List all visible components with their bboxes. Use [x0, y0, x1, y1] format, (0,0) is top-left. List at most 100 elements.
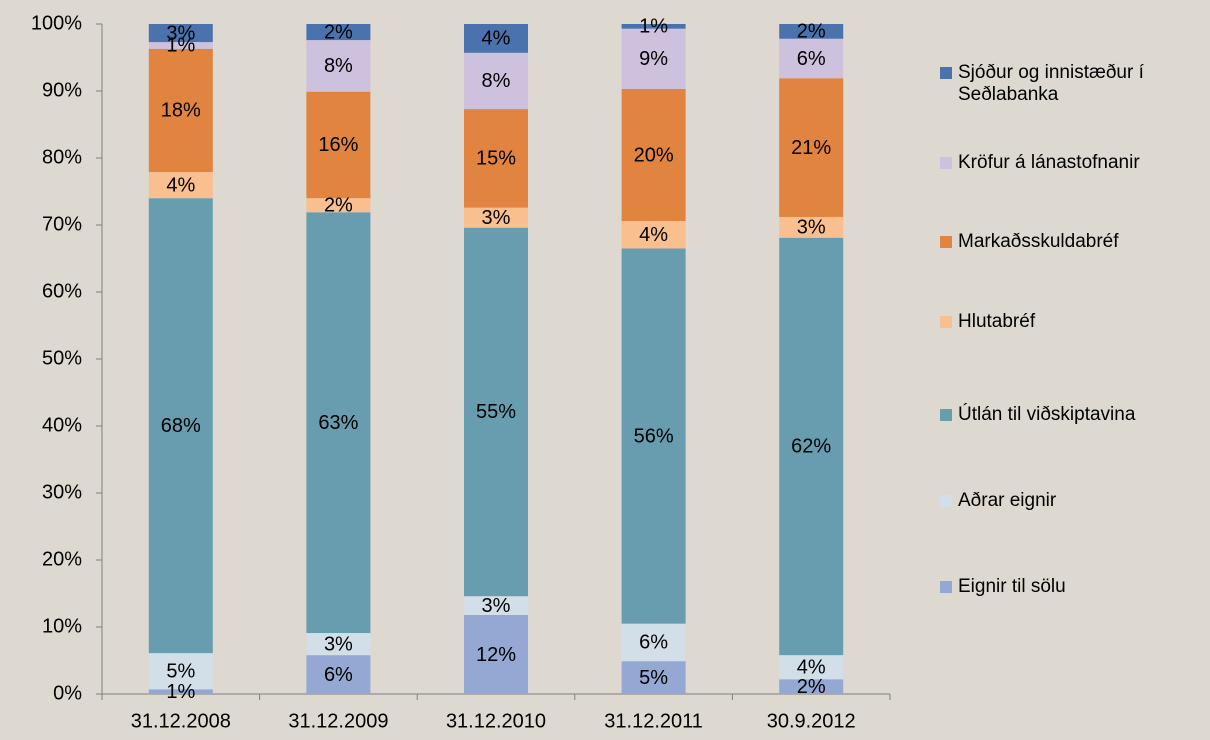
legend-label: Hlutabréf	[958, 311, 1036, 332]
bar-segment	[621, 220, 686, 249]
bar-segment	[306, 91, 371, 199]
data-label: 4%	[639, 224, 668, 246]
bar-segment	[306, 655, 371, 694]
data-label: 2%	[324, 21, 353, 43]
bar-segment	[148, 172, 213, 199]
data-label: 4%	[166, 174, 195, 196]
bar-segment	[306, 212, 371, 634]
data-label: 2%	[324, 195, 353, 217]
bar-segment	[306, 24, 371, 41]
bar-segment	[306, 198, 371, 213]
bar-segment	[621, 661, 686, 694]
bar-segment	[779, 655, 844, 680]
data-label: 3%	[166, 22, 195, 44]
bar-segment	[779, 216, 844, 238]
y-tick-label: 80%	[42, 146, 82, 168]
x-tick-label: 31.12.2011	[604, 710, 703, 732]
y-tick-label: 30%	[42, 481, 82, 503]
legend-item: Hlutabréf	[940, 311, 1198, 333]
bar-segment	[306, 633, 371, 656]
legend-swatch	[940, 67, 952, 79]
x-tick-label: 30.9.2012	[767, 710, 856, 732]
data-label: 1%	[166, 681, 195, 703]
data-label: 2%	[797, 21, 826, 43]
bar-segment	[779, 237, 844, 656]
y-tick-label: 0%	[53, 682, 82, 704]
y-tick-label: 40%	[42, 414, 82, 436]
bar-segment	[779, 38, 844, 79]
data-label: 3%	[797, 217, 826, 239]
data-label: 3%	[482, 595, 511, 617]
legend-swatch	[940, 495, 952, 507]
x-tick-label: 31.12.2008	[131, 710, 231, 732]
data-label: 62%	[791, 436, 831, 458]
data-label: 56%	[634, 425, 674, 447]
bar-segment	[464, 109, 528, 208]
data-label: 12%	[476, 644, 516, 666]
data-label: 8%	[324, 55, 353, 77]
y-tick-label: 100%	[31, 12, 82, 34]
data-label: 5%	[639, 667, 668, 689]
data-label: 18%	[161, 100, 201, 122]
data-label: 6%	[324, 664, 353, 686]
y-tick-label: 90%	[42, 79, 82, 101]
x-tick-label: 31.12.2010	[446, 710, 546, 732]
bar-segment	[779, 24, 844, 39]
legend-item: Útlán til viðskiptavina	[940, 404, 1198, 426]
bar-segment	[464, 614, 528, 694]
legend-swatch	[940, 316, 952, 328]
bar-segment	[464, 227, 528, 597]
bar-segment	[621, 28, 686, 89]
data-label: 68%	[161, 415, 201, 437]
data-label: 63%	[318, 412, 358, 434]
legend-label: Sjóður og innistæður í Seðlabanka	[958, 62, 1144, 105]
data-label: 8%	[482, 70, 511, 92]
data-label: 55%	[476, 401, 516, 423]
bar-segment	[621, 88, 686, 221]
legend-label: Eignir til sölu	[958, 576, 1066, 597]
bar-segment	[464, 24, 528, 53]
y-tick-label: 50%	[42, 347, 82, 369]
data-label: 5%	[166, 661, 195, 683]
data-label: 15%	[476, 148, 516, 170]
bar-segment	[464, 596, 528, 615]
y-tick-label: 70%	[42, 213, 82, 235]
bar-segment	[306, 40, 371, 92]
data-label: 1%	[166, 35, 195, 57]
legend-item: Sjóður og innistæður í Seðlabanka	[940, 62, 1198, 106]
legend-label: Útlán til viðskiptavina	[958, 404, 1136, 425]
bar-segment	[148, 689, 213, 694]
bar-segment	[779, 78, 844, 217]
legend-label: Kröfur á lánastofnanir	[958, 152, 1140, 173]
legend-item: Markaðsskuldabréf	[940, 231, 1198, 253]
data-label: 20%	[634, 144, 674, 166]
data-label: 21%	[791, 137, 831, 159]
bar-segment	[464, 52, 528, 110]
data-label: 9%	[639, 48, 668, 70]
data-label: 6%	[797, 48, 826, 70]
plot: 0% 10% 20% 30% 40% 50% 60% 70% 80% 90% 100% 31.12.2…	[31, 12, 891, 732]
data-label: 3%	[324, 633, 353, 655]
data-label: 4%	[482, 28, 511, 50]
bar-segment	[621, 24, 686, 29]
data-label: 16%	[318, 134, 358, 156]
data-label: 1%	[639, 16, 668, 38]
data-label: 4%	[797, 656, 826, 678]
bar-segment	[148, 24, 213, 43]
legend-label: Markaðsskuldabréf	[958, 231, 1119, 252]
legend-item: Kröfur á lánastofnanir	[940, 152, 1198, 174]
legend-item: Eignir til sölu	[940, 576, 1198, 598]
y-tick-label: 60%	[42, 280, 82, 302]
data-label: 6%	[639, 632, 668, 654]
bar-segment	[464, 207, 528, 228]
bar-segment	[621, 623, 686, 662]
legend-item: Aðrar eignir	[940, 490, 1198, 512]
legend-swatch	[940, 236, 952, 248]
bar-segment	[148, 198, 213, 654]
bar-segment	[621, 248, 686, 624]
bar-segment	[779, 679, 844, 694]
y-tick-label: 10%	[42, 615, 82, 637]
bar-segment	[148, 653, 213, 690]
legend-swatch	[940, 581, 952, 593]
